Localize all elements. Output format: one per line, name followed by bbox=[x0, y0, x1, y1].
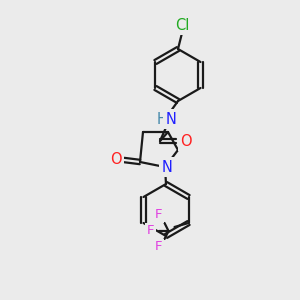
Text: N: N bbox=[166, 112, 176, 127]
Text: F: F bbox=[147, 224, 154, 238]
Text: O: O bbox=[180, 134, 192, 148]
Text: O: O bbox=[110, 152, 122, 167]
Text: F: F bbox=[155, 241, 162, 254]
Text: F: F bbox=[155, 208, 162, 221]
Text: Cl: Cl bbox=[175, 17, 189, 32]
Text: N: N bbox=[162, 160, 172, 175]
Text: H: H bbox=[157, 112, 167, 127]
